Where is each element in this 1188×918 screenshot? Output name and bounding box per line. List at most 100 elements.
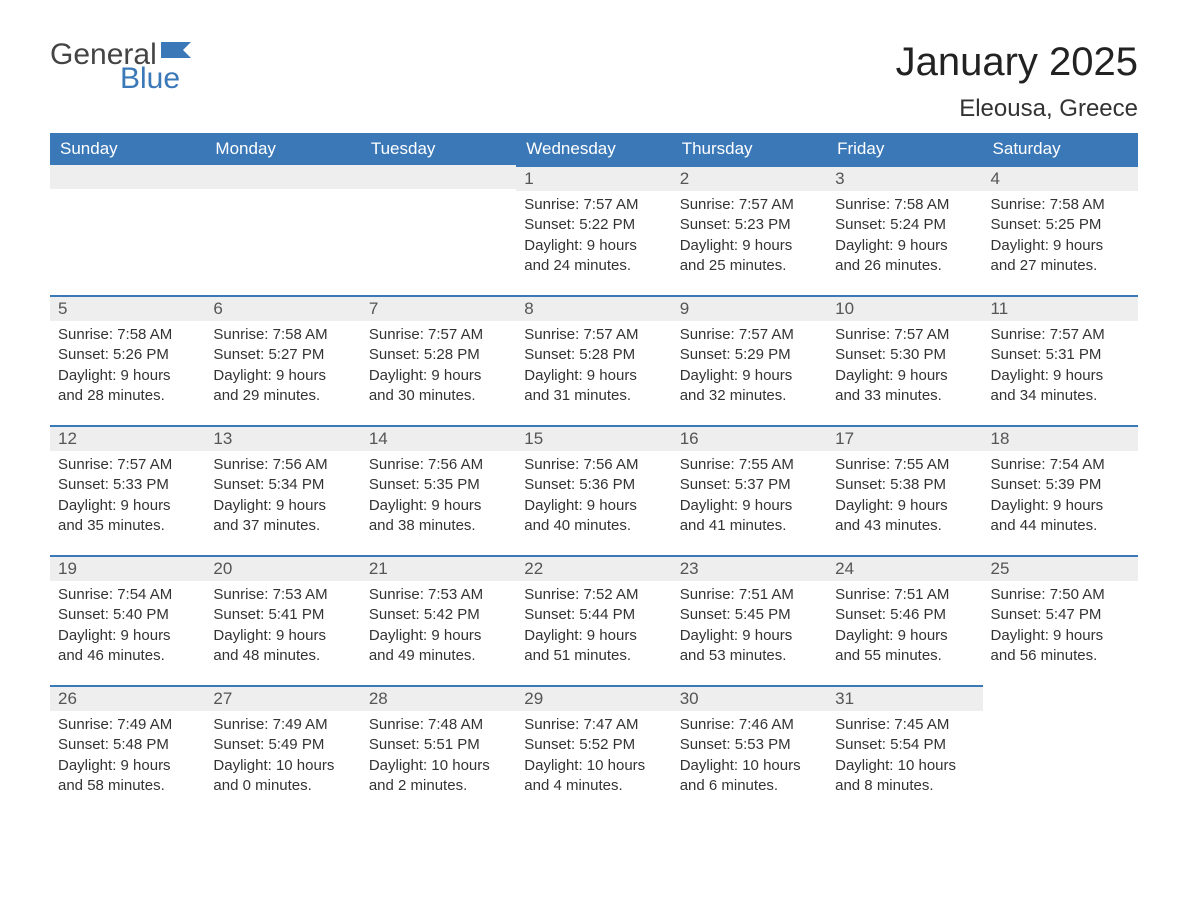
daylight-line: Daylight: 9 hours and 33 minutes.	[835, 366, 974, 407]
sunset-line: Sunset: 5:26 PM	[58, 345, 197, 365]
calendar-empty-cell	[361, 165, 516, 295]
sunrise-line: Sunrise: 7:54 AM	[991, 455, 1130, 475]
calendar-week-row: 1Sunrise: 7:57 AMSunset: 5:22 PMDaylight…	[50, 165, 1138, 295]
day-details: Sunrise: 7:57 AMSunset: 5:31 PMDaylight:…	[983, 321, 1138, 416]
day-number: 2	[672, 165, 827, 191]
empty-day-strip	[50, 165, 205, 189]
day-details: Sunrise: 7:57 AMSunset: 5:28 PMDaylight:…	[516, 321, 671, 416]
day-details: Sunrise: 7:57 AMSunset: 5:33 PMDaylight:…	[50, 451, 205, 546]
day-number: 31	[827, 685, 982, 711]
day-number: 20	[205, 555, 360, 581]
sunset-line: Sunset: 5:27 PM	[213, 345, 352, 365]
sunset-line: Sunset: 5:29 PM	[680, 345, 819, 365]
daylight-line: Daylight: 9 hours and 28 minutes.	[58, 366, 197, 407]
calendar-week-row: 26Sunrise: 7:49 AMSunset: 5:48 PMDayligh…	[50, 685, 1138, 815]
day-details: Sunrise: 7:57 AMSunset: 5:28 PMDaylight:…	[361, 321, 516, 416]
calendar-day-cell: 28Sunrise: 7:48 AMSunset: 5:51 PMDayligh…	[361, 685, 516, 815]
sunset-line: Sunset: 5:54 PM	[835, 735, 974, 755]
sunset-line: Sunset: 5:44 PM	[524, 605, 663, 625]
sunset-line: Sunset: 5:40 PM	[58, 605, 197, 625]
day-number: 8	[516, 295, 671, 321]
sunset-line: Sunset: 5:34 PM	[213, 475, 352, 495]
day-number: 12	[50, 425, 205, 451]
empty-day-strip	[205, 165, 360, 189]
sunset-line: Sunset: 5:47 PM	[991, 605, 1130, 625]
day-number: 19	[50, 555, 205, 581]
day-number: 27	[205, 685, 360, 711]
calendar-empty-cell	[50, 165, 205, 295]
calendar-day-cell: 8Sunrise: 7:57 AMSunset: 5:28 PMDaylight…	[516, 295, 671, 425]
day-details: Sunrise: 7:49 AMSunset: 5:49 PMDaylight:…	[205, 711, 360, 806]
sunset-line: Sunset: 5:24 PM	[835, 215, 974, 235]
sunset-line: Sunset: 5:25 PM	[991, 215, 1130, 235]
calendar-day-cell: 10Sunrise: 7:57 AMSunset: 5:30 PMDayligh…	[827, 295, 982, 425]
sunrise-line: Sunrise: 7:58 AM	[835, 195, 974, 215]
sunrise-line: Sunrise: 7:48 AM	[369, 715, 508, 735]
calendar-week-row: 5Sunrise: 7:58 AMSunset: 5:26 PMDaylight…	[50, 295, 1138, 425]
day-number: 25	[983, 555, 1138, 581]
calendar-day-cell: 29Sunrise: 7:47 AMSunset: 5:52 PMDayligh…	[516, 685, 671, 815]
calendar-day-cell: 4Sunrise: 7:58 AMSunset: 5:25 PMDaylight…	[983, 165, 1138, 295]
day-number: 28	[361, 685, 516, 711]
day-number: 10	[827, 295, 982, 321]
daylight-line: Daylight: 9 hours and 48 minutes.	[213, 626, 352, 667]
calendar-day-cell: 25Sunrise: 7:50 AMSunset: 5:47 PMDayligh…	[983, 555, 1138, 685]
day-details: Sunrise: 7:54 AMSunset: 5:40 PMDaylight:…	[50, 581, 205, 676]
day-number: 16	[672, 425, 827, 451]
sunrise-line: Sunrise: 7:52 AM	[524, 585, 663, 605]
calendar-day-cell: 14Sunrise: 7:56 AMSunset: 5:35 PMDayligh…	[361, 425, 516, 555]
calendar-table: SundayMondayTuesdayWednesdayThursdayFrid…	[50, 133, 1138, 815]
sunrise-line: Sunrise: 7:53 AM	[369, 585, 508, 605]
sunset-line: Sunset: 5:52 PM	[524, 735, 663, 755]
day-details: Sunrise: 7:51 AMSunset: 5:45 PMDaylight:…	[672, 581, 827, 676]
day-number: 3	[827, 165, 982, 191]
day-details: Sunrise: 7:51 AMSunset: 5:46 PMDaylight:…	[827, 581, 982, 676]
daylight-line: Daylight: 9 hours and 49 minutes.	[369, 626, 508, 667]
sunset-line: Sunset: 5:36 PM	[524, 475, 663, 495]
sunrise-line: Sunrise: 7:56 AM	[524, 455, 663, 475]
sunset-line: Sunset: 5:42 PM	[369, 605, 508, 625]
sunrise-line: Sunrise: 7:57 AM	[991, 325, 1130, 345]
sunrise-line: Sunrise: 7:53 AM	[213, 585, 352, 605]
day-details: Sunrise: 7:45 AMSunset: 5:54 PMDaylight:…	[827, 711, 982, 806]
sunrise-line: Sunrise: 7:51 AM	[835, 585, 974, 605]
calendar-day-cell: 18Sunrise: 7:54 AMSunset: 5:39 PMDayligh…	[983, 425, 1138, 555]
calendar-day-cell: 12Sunrise: 7:57 AMSunset: 5:33 PMDayligh…	[50, 425, 205, 555]
calendar-day-cell: 15Sunrise: 7:56 AMSunset: 5:36 PMDayligh…	[516, 425, 671, 555]
calendar-day-cell: 1Sunrise: 7:57 AMSunset: 5:22 PMDaylight…	[516, 165, 671, 295]
sunrise-line: Sunrise: 7:45 AM	[835, 715, 974, 735]
calendar-day-cell: 23Sunrise: 7:51 AMSunset: 5:45 PMDayligh…	[672, 555, 827, 685]
day-details: Sunrise: 7:56 AMSunset: 5:35 PMDaylight:…	[361, 451, 516, 546]
calendar-day-cell: 17Sunrise: 7:55 AMSunset: 5:38 PMDayligh…	[827, 425, 982, 555]
day-number: 9	[672, 295, 827, 321]
day-details: Sunrise: 7:48 AMSunset: 5:51 PMDaylight:…	[361, 711, 516, 806]
calendar-day-cell: 3Sunrise: 7:58 AMSunset: 5:24 PMDaylight…	[827, 165, 982, 295]
sunset-line: Sunset: 5:22 PM	[524, 215, 663, 235]
weekday-header: Friday	[827, 133, 982, 165]
day-number: 26	[50, 685, 205, 711]
weekday-header: Thursday	[672, 133, 827, 165]
day-details: Sunrise: 7:58 AMSunset: 5:24 PMDaylight:…	[827, 191, 982, 286]
day-details: Sunrise: 7:47 AMSunset: 5:52 PMDaylight:…	[516, 711, 671, 806]
sunset-line: Sunset: 5:46 PM	[835, 605, 974, 625]
day-details: Sunrise: 7:52 AMSunset: 5:44 PMDaylight:…	[516, 581, 671, 676]
daylight-line: Daylight: 9 hours and 41 minutes.	[680, 496, 819, 537]
daylight-line: Daylight: 10 hours and 0 minutes.	[213, 756, 352, 797]
sunset-line: Sunset: 5:53 PM	[680, 735, 819, 755]
day-details: Sunrise: 7:58 AMSunset: 5:27 PMDaylight:…	[205, 321, 360, 416]
day-details: Sunrise: 7:58 AMSunset: 5:25 PMDaylight:…	[983, 191, 1138, 286]
calendar-day-cell: 31Sunrise: 7:45 AMSunset: 5:54 PMDayligh…	[827, 685, 982, 815]
sunset-line: Sunset: 5:28 PM	[524, 345, 663, 365]
weekday-header: Tuesday	[361, 133, 516, 165]
location-label: Eleousa, Greece	[896, 95, 1138, 123]
sunrise-line: Sunrise: 7:47 AM	[524, 715, 663, 735]
sunrise-line: Sunrise: 7:55 AM	[835, 455, 974, 475]
day-details: Sunrise: 7:49 AMSunset: 5:48 PMDaylight:…	[50, 711, 205, 806]
day-details: Sunrise: 7:57 AMSunset: 5:29 PMDaylight:…	[672, 321, 827, 416]
sunrise-line: Sunrise: 7:46 AM	[680, 715, 819, 735]
daylight-line: Daylight: 9 hours and 56 minutes.	[991, 626, 1130, 667]
day-number: 7	[361, 295, 516, 321]
sunset-line: Sunset: 5:30 PM	[835, 345, 974, 365]
calendar-empty-cell	[205, 165, 360, 295]
day-details: Sunrise: 7:46 AMSunset: 5:53 PMDaylight:…	[672, 711, 827, 806]
